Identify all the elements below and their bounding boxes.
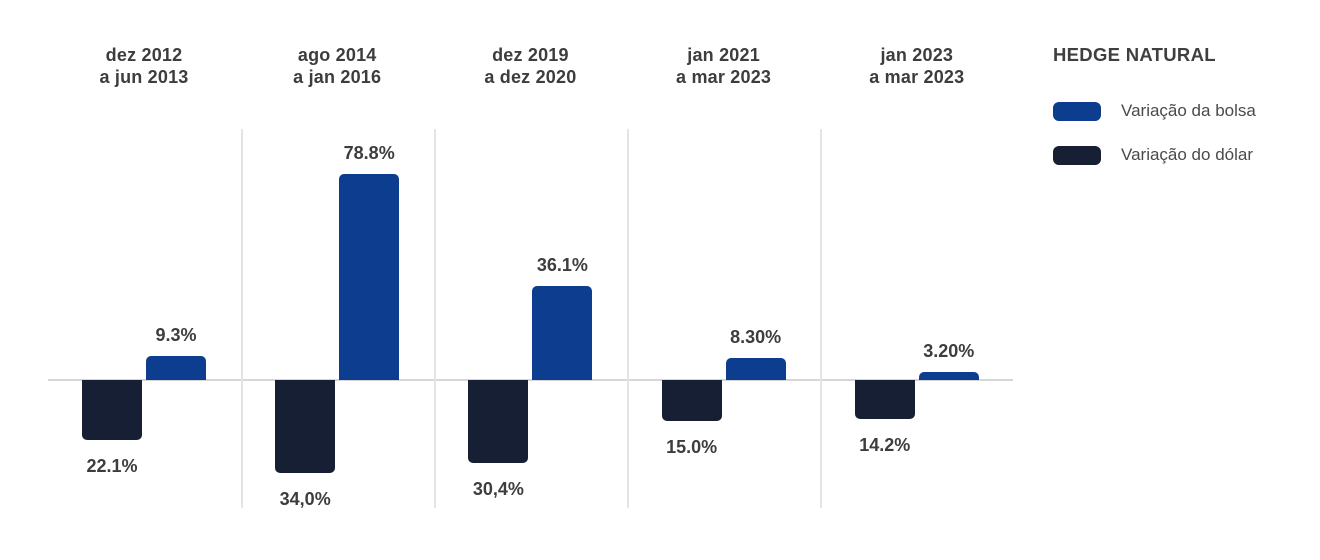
value-label-dolar: 15.0% bbox=[666, 436, 718, 457]
value-label-bolsa: 36.1% bbox=[536, 254, 588, 275]
category-header: dez 2019 a dez 2020 bbox=[484, 45, 577, 87]
legend-item: Variação da bolsa bbox=[1053, 100, 1313, 122]
group-divider bbox=[627, 129, 629, 508]
bar-variacao-dolar bbox=[854, 380, 915, 419]
bar-variacao-bolsa bbox=[532, 285, 593, 380]
value-label-dolar: 30,4% bbox=[472, 478, 524, 499]
bar-variacao-bolsa bbox=[146, 355, 206, 380]
bar-variacao-dolar bbox=[661, 380, 722, 421]
zero-axis-line bbox=[48, 379, 1013, 381]
legend-title: HEDGE NATURAL bbox=[1053, 44, 1216, 65]
legend: HEDGE NATURAL Variação da bolsa Variação … bbox=[1053, 44, 1313, 188]
value-label-bolsa: 78.8% bbox=[343, 143, 395, 164]
value-label-dolar: 14.2% bbox=[859, 434, 911, 455]
bar-variacao-dolar bbox=[275, 380, 336, 473]
bar-variacao-bolsa bbox=[918, 371, 979, 380]
bar-variacao-bolsa bbox=[725, 358, 786, 380]
category-header: jan 2023 a mar 2023 bbox=[869, 45, 965, 87]
legend-swatch bbox=[1053, 101, 1101, 121]
category-header: ago 2014 a jan 2016 bbox=[293, 45, 382, 87]
bar-variacao-dolar bbox=[468, 380, 529, 463]
group-divider bbox=[240, 129, 243, 508]
value-label-dolar: 22.1% bbox=[86, 456, 138, 477]
value-label-bolsa: 8.30% bbox=[730, 327, 782, 348]
bar-variacao-bolsa bbox=[339, 174, 400, 380]
value-label-dolar: 34,0% bbox=[279, 488, 331, 509]
legend-item: Variação do dólar bbox=[1053, 144, 1313, 166]
legend-item-label: Variação do dólar bbox=[1121, 145, 1253, 164]
group-divider bbox=[820, 129, 823, 508]
legend-items: Variação da bolsa Variação do dólar bbox=[1053, 100, 1313, 166]
group-divider bbox=[433, 129, 436, 508]
bar-variacao-dolar bbox=[82, 380, 142, 441]
value-label-bolsa: 9.3% bbox=[155, 324, 197, 345]
legend-item-label: Variação da bolsa bbox=[1121, 101, 1256, 120]
legend-swatch bbox=[1053, 145, 1101, 165]
value-label-bolsa: 3.20% bbox=[923, 340, 975, 361]
category-header: dez 2012 a jun 2013 bbox=[99, 45, 189, 87]
category-header: jan 2021 a mar 2023 bbox=[676, 45, 772, 87]
